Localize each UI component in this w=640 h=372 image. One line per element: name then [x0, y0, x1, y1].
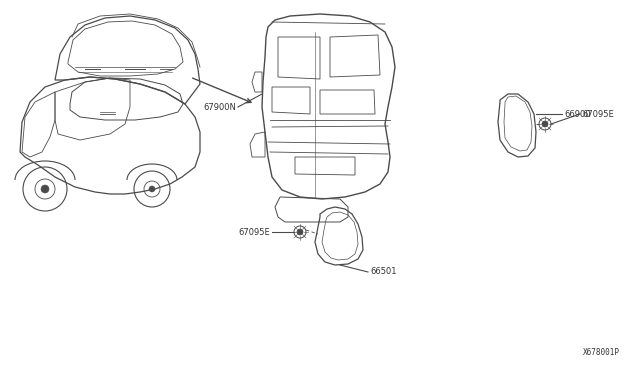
Text: X678001P: X678001P	[583, 348, 620, 357]
Circle shape	[149, 186, 155, 192]
Circle shape	[297, 229, 303, 235]
Text: 67095E: 67095E	[238, 228, 270, 237]
Text: 66900: 66900	[564, 109, 591, 119]
Circle shape	[41, 185, 49, 193]
Circle shape	[542, 121, 548, 127]
Text: 67095E: 67095E	[582, 109, 614, 119]
Text: 66501: 66501	[370, 267, 397, 276]
Text: 67900N: 67900N	[203, 103, 236, 112]
